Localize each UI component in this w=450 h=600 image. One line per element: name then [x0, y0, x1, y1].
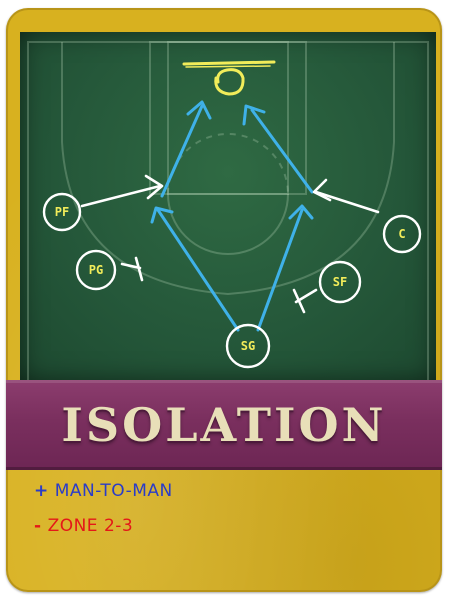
- player-sf-label: SF: [333, 275, 347, 289]
- rim: [214, 68, 245, 96]
- arrow-right-to-hoop: [250, 108, 314, 194]
- court-diagram: PF PG SG SF C: [27, 41, 429, 382]
- arrow-head-4: [242, 104, 266, 126]
- player-sf-circle: [318, 260, 362, 304]
- arrow-c: [314, 190, 380, 214]
- player-pf-label: PF: [55, 205, 69, 219]
- backboard: [182, 60, 276, 66]
- play-title: ISOLATION: [61, 398, 387, 452]
- weak-against-note: - ZONE 2-3: [34, 516, 133, 536]
- arrow-head-6: [312, 178, 332, 202]
- free-throw-circle: [167, 193, 289, 255]
- player-pg-circle: [75, 249, 117, 291]
- plus-symbol: +: [34, 481, 49, 501]
- arrow-left-to-hoop: [160, 104, 204, 198]
- three-point-line: [61, 42, 395, 296]
- screen-sf: [292, 288, 318, 314]
- arrow-head-5: [144, 174, 164, 200]
- player-pg-label: PG: [89, 263, 103, 277]
- strong-against-text: MAN-TO-MAN: [54, 481, 173, 501]
- paint-outer: [149, 41, 307, 195]
- arrow-head-3: [186, 100, 212, 120]
- arrow-sg-right-up: [256, 208, 304, 332]
- paint-inner: [167, 41, 289, 195]
- screen-pg: [120, 256, 144, 282]
- player-pf-circle: [42, 192, 82, 232]
- arrow-head-1: [150, 206, 174, 224]
- arrow-head-2: [288, 204, 314, 220]
- arrow-sg-left-up: [156, 208, 240, 332]
- title-banner: [6, 380, 442, 470]
- player-sg-label: SG: [241, 339, 255, 353]
- player-c-circle: [382, 214, 422, 254]
- arrow-pf: [80, 184, 162, 208]
- court-border: [27, 41, 429, 382]
- strong-against-note: + MAN-TO-MAN: [34, 481, 173, 501]
- basket: [182, 60, 276, 96]
- weak-against-text: ZONE 2-3: [47, 516, 134, 536]
- minus-symbol: -: [34, 516, 42, 536]
- player-sg-circle: [225, 323, 271, 369]
- chalkboard: PF PG SG SF C: [20, 32, 436, 382]
- player-c-label: C: [398, 227, 405, 241]
- play-card: PF PG SG SF C ISOLATION + MAN-TO-MAN - ZON…: [6, 8, 442, 592]
